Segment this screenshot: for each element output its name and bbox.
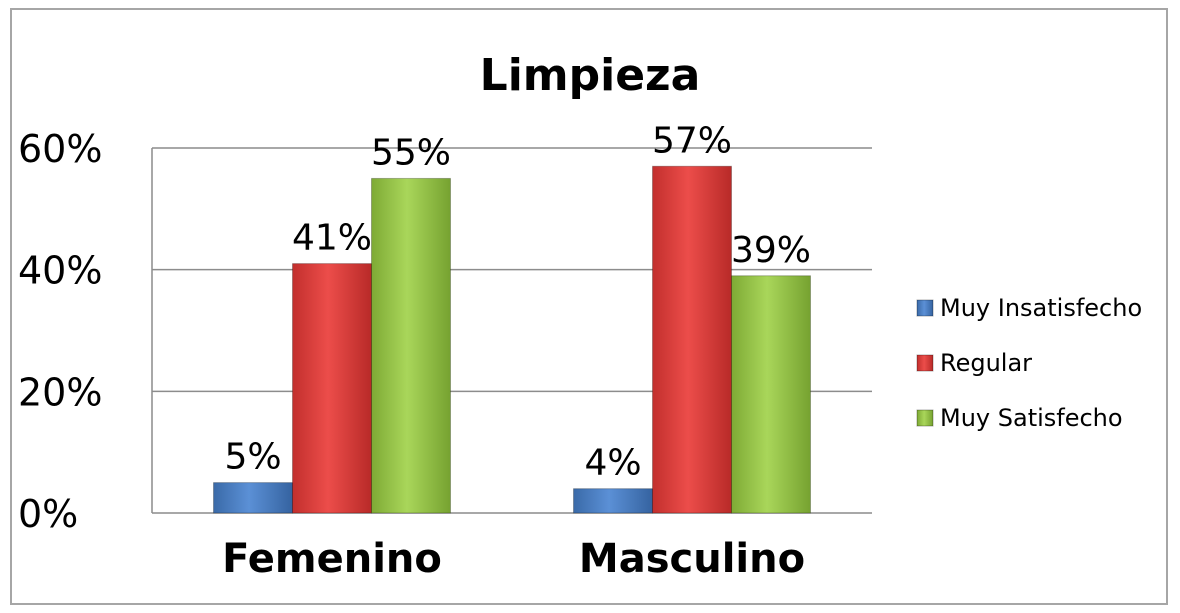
legend: Muy Insatisfecho Regular Muy Satisfecho — [916, 294, 1142, 432]
data-label: 57% — [652, 120, 732, 161]
y-tick-label: 40% — [18, 249, 102, 293]
bar-0-1 — [292, 263, 372, 514]
bar-0-2 — [371, 177, 451, 514]
chart-title: Limpieza — [480, 50, 701, 101]
bar-1-0 — [573, 488, 653, 514]
bar-1-1 — [652, 165, 732, 514]
legend-swatch — [916, 299, 934, 317]
data-label: 41% — [292, 218, 372, 259]
legend-swatch — [916, 409, 934, 427]
y-tick-label: 20% — [18, 370, 102, 414]
y-tick-label: 60% — [18, 127, 102, 171]
y-axis-tick-labels: 0% 20% 40% 60% — [18, 127, 102, 536]
legend-label: Muy Insatisfecho — [940, 294, 1142, 322]
bars — [213, 165, 811, 514]
y-tick-label: 0% — [18, 492, 78, 536]
legend-swatch — [916, 354, 934, 372]
data-label: 4% — [584, 443, 641, 484]
category-label: Masculino — [579, 536, 805, 582]
bar-1-2 — [731, 275, 811, 514]
legend-label: Regular — [940, 349, 1032, 377]
data-label: 55% — [371, 132, 451, 173]
bar-0-0 — [213, 482, 293, 514]
data-labels: 5% 41% 55% 4% 57% 39% — [224, 120, 811, 483]
data-label: 5% — [224, 437, 281, 478]
data-label: 39% — [731, 230, 811, 271]
category-label: Femenino — [222, 536, 442, 582]
legend-label: Muy Satisfecho — [940, 404, 1123, 432]
x-axis-category-labels: Femenino Masculino — [222, 536, 805, 582]
